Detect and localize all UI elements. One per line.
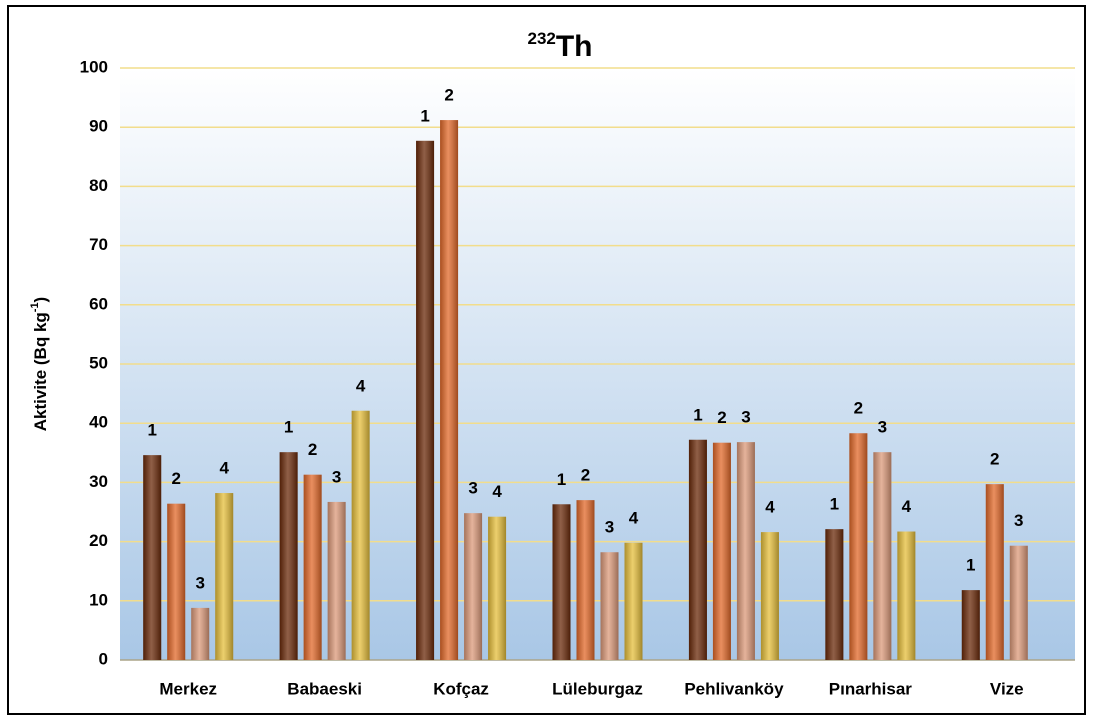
x-tick-label: Lüleburgaz [552,679,643,698]
bar-shade [576,500,595,660]
bar-shade [985,484,1004,660]
y-tick-label: 60 [89,294,108,313]
bar-label: 2 [171,469,180,488]
bar-shade [825,529,844,660]
bar-label: 3 [195,573,204,592]
y-label-sup: -1 [29,302,41,312]
bar-label: 3 [468,479,477,498]
bar-shade [440,120,459,660]
bar-shade [712,442,731,660]
y-tick-label: 100 [80,57,108,76]
bar-label: 3 [741,408,750,427]
bar-label: 2 [581,466,590,485]
bar-shade [215,493,234,660]
bar-shade [143,455,162,660]
bar-label: 4 [492,482,502,501]
x-tick-label: Babaeski [287,679,362,698]
x-tick-label: Merkez [159,679,217,698]
title-text: Th [556,30,593,63]
y-tick-label: 50 [89,353,108,372]
y-tick-label: 90 [89,117,108,136]
bar-shade [279,452,298,660]
bar-shade [600,552,619,660]
bar-label: 4 [765,498,775,517]
bar-shade [167,503,186,660]
bar-label: 1 [284,418,293,437]
x-tick-label: Kofçaz [433,679,489,698]
x-tick-label: Pınarhisar [829,679,913,698]
bar-shade [736,442,755,660]
bar-label: 3 [332,467,341,486]
bar-label: 2 [308,440,317,459]
y-label-text: Aktivite (Bq kg [31,312,50,431]
bar-shade [961,590,980,660]
y-axis-label: Aktivite (Bq kg-1) [29,297,51,431]
bar-shade [760,532,779,660]
bar-shade [1009,545,1028,660]
bar-label: 1 [420,106,429,125]
bar-shade [351,410,370,660]
bar-shade [873,452,892,660]
bar-label: 4 [629,508,639,527]
bar-shade [303,474,322,660]
y-tick-label: 0 [99,649,108,668]
bar-label: 2 [444,86,453,105]
bar-label: 1 [147,421,156,440]
bar-label: 1 [966,556,975,575]
bar-label: 3 [1014,511,1023,530]
bar-shade [327,501,346,660]
bar-label: 4 [219,459,229,478]
bar-label: 4 [356,376,366,395]
bar-shade [897,531,916,660]
title-sup: 232 [527,29,555,48]
bar-shade [464,513,483,660]
bar-label: 2 [717,408,726,427]
bar-label: 1 [693,405,702,424]
bar-shade [416,140,435,661]
y-tick-label: 30 [89,472,108,491]
x-tick-label: Pehlivanköy [684,679,784,698]
y-tick-label: 70 [89,235,108,254]
bar-label: 1 [557,470,566,489]
x-tick-label: Vize [990,679,1024,698]
y-tick-label: 10 [89,590,108,609]
bar-label: 3 [878,418,887,437]
y-tick-label: 20 [89,531,108,550]
y-tick-label: 80 [89,176,108,195]
bar-label: 2 [854,399,863,418]
bar-shade [849,433,868,660]
bar-label: 3 [605,518,614,537]
bar-shade [552,504,571,660]
bar-label: 4 [902,497,912,516]
y-label-suffix: ) [31,297,50,303]
bar-label: 2 [990,450,999,469]
bar-shade [624,542,643,660]
bar-shade [191,607,210,660]
y-tick-label: 40 [89,413,108,432]
chart-title: 232Th [527,29,592,62]
bar-label: 1 [830,495,839,514]
bar-shade [488,516,507,660]
bar-shade [688,439,707,660]
